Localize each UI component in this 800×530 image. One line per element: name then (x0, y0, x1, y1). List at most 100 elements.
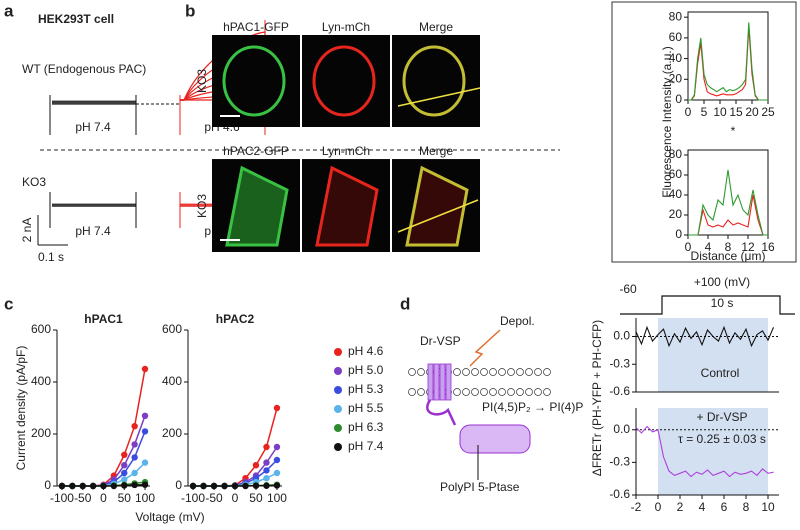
legend-label: pH 5.0 (348, 363, 384, 377)
helix (427, 363, 434, 401)
series-line (62, 483, 146, 487)
lipid (489, 388, 497, 396)
label: +100 (mV) (694, 275, 750, 289)
label: hPAC2-GFP (223, 144, 289, 158)
x-axis-label: Voltage (mV) (135, 510, 204, 524)
x-tick-label: 50 (249, 491, 263, 505)
label: WT (Endogenous PAC) (22, 62, 146, 76)
x-tick-label: 0 (685, 240, 692, 254)
label: KO3 (195, 194, 209, 218)
legend-marker (334, 386, 342, 394)
label: Depol. (500, 314, 535, 328)
label: HEK293T cell (38, 12, 114, 26)
y-tick-label: 40 (669, 51, 683, 65)
y-tick-label: 0.0 (613, 422, 630, 436)
legend-marker (334, 405, 342, 413)
series-line (193, 484, 278, 487)
legend-label: pH 4.6 (348, 344, 384, 358)
series-line (688, 22, 768, 101)
x-tick-label: 10 (713, 105, 727, 119)
series-line (635, 325, 775, 348)
y-tick-label: 600 (31, 322, 51, 336)
panel-frame (611, 1, 797, 263)
x-tick-label: 8 (743, 500, 750, 514)
lipid (408, 388, 416, 396)
lipid (453, 368, 461, 376)
y-tick-label: 60 (669, 30, 683, 44)
cell (405, 165, 469, 247)
helix (433, 363, 440, 401)
lipid (408, 368, 416, 376)
x-tick-label: -50 (74, 491, 92, 505)
x-tick-label: -2 (631, 500, 642, 514)
y-tick-label: 20 (669, 71, 683, 85)
y-tick-label: 0 (675, 92, 682, 106)
stimulus-window (658, 318, 768, 392)
x-axis-label: Distance (μm) (691, 249, 766, 263)
label: Merge (419, 20, 453, 34)
lipid (507, 368, 515, 376)
data-point (141, 428, 149, 435)
x-tick-label: 0 (655, 500, 662, 514)
label: Control (701, 366, 740, 380)
label: Merge (419, 144, 453, 158)
x-tick-label: -50 (205, 491, 223, 505)
data-point (141, 481, 149, 488)
x-tick-label: 15 (729, 105, 743, 119)
y-tick-label: -0.3 (609, 455, 630, 469)
y-tick-label: 400 (31, 374, 51, 388)
y-tick-label: 80 (669, 147, 683, 161)
label: a (4, 1, 14, 20)
label: Lyn-mCh (322, 144, 370, 158)
label: KO3 (22, 175, 46, 189)
label: d (400, 294, 410, 313)
label: Lyn-mCh (322, 20, 370, 34)
label: PolyPI 5-Ptase (440, 480, 520, 494)
lipid (534, 368, 542, 376)
lipid (507, 388, 515, 396)
label: PI(4,5)P₂ → PI(4)P (482, 400, 583, 414)
lipid (417, 368, 425, 376)
cell (225, 165, 289, 247)
label: 2 nA (20, 218, 34, 243)
lipid (480, 368, 488, 376)
y-tick-label: -0.3 (609, 356, 630, 370)
y-tick-label: 0.0 (613, 329, 630, 343)
legend-marker (334, 424, 342, 432)
lipid (498, 368, 506, 376)
label: τ = 0.25 ± 0.03 s (678, 432, 766, 446)
cell (312, 45, 376, 117)
label: pH 7.4 (75, 224, 111, 238)
shape (426, 399, 457, 426)
lipid (516, 388, 524, 396)
legend-label: pH 5.5 (348, 401, 384, 415)
shape (469, 329, 501, 367)
lipid (543, 388, 551, 396)
x-tick-label: 12 (741, 240, 755, 254)
x-tick-label: 100 (267, 491, 287, 505)
x-tick-label: 50 (118, 491, 132, 505)
label: * (731, 124, 736, 138)
series-line (688, 27, 768, 101)
y-axis-label: Current density (pA/pF) (14, 346, 28, 471)
x-tick-label: 6 (721, 500, 728, 514)
helix (439, 363, 446, 401)
series-line (635, 425, 774, 478)
lipid (516, 368, 524, 376)
x-tick-label: 0 (100, 491, 107, 505)
cell (222, 45, 286, 117)
series-line (688, 194, 768, 236)
x-tick-label: 8 (725, 240, 732, 254)
enzyme (459, 424, 531, 454)
y-tick-label: 400 (162, 374, 182, 388)
x-tick-label: -100 (50, 491, 74, 505)
chart-title: hPAC1 (84, 312, 123, 326)
lipid (471, 368, 479, 376)
legend-label: pH 7.4 (348, 439, 384, 453)
label: ΔFRETr (PH-YFP + PH-CFP) (590, 320, 604, 476)
legend-marker (334, 348, 342, 356)
helix (445, 363, 452, 401)
y-tick-label: 600 (162, 322, 182, 336)
